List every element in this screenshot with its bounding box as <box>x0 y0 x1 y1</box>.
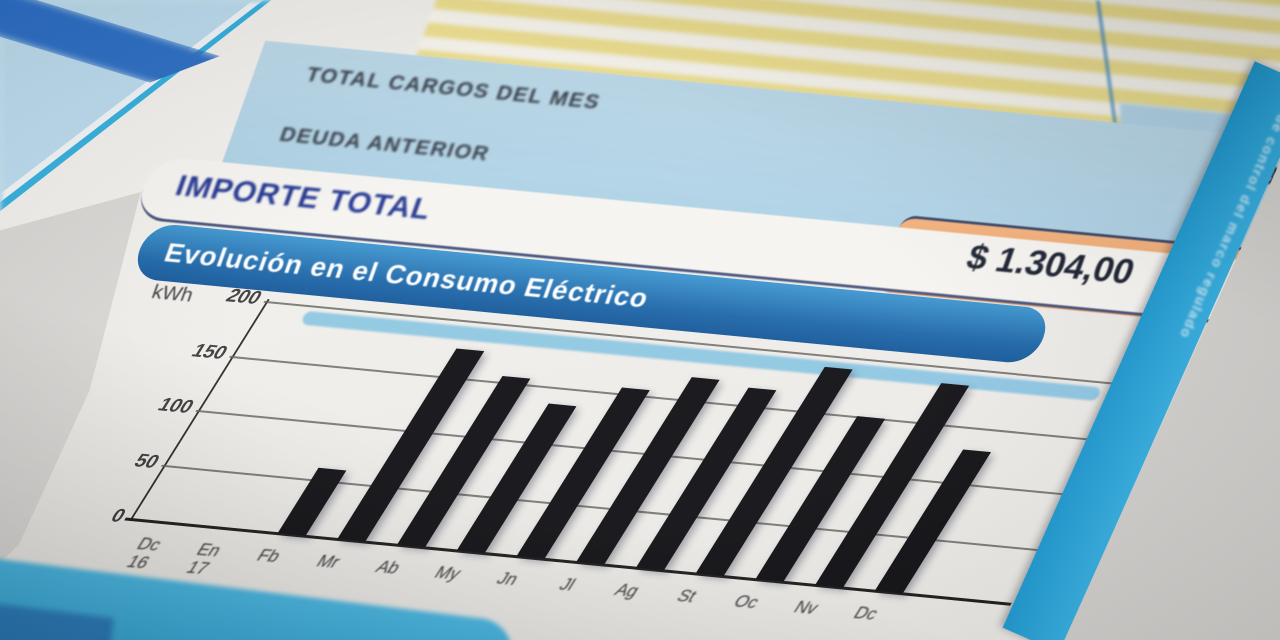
bar-Oc <box>755 415 886 582</box>
y-tick-50: 50 <box>130 450 164 473</box>
x-label-Ab: Ab <box>372 557 405 578</box>
x-label-Dc-16: Dc 16 <box>122 534 166 573</box>
x-label-Jl: Jl <box>555 575 580 595</box>
x-label-Jn: Jn <box>493 569 523 589</box>
y-tick-0: 0 <box>106 505 130 527</box>
y-tick-150: 150 <box>187 340 232 364</box>
x-label-My: My <box>430 563 465 584</box>
bar-Ab <box>397 375 531 548</box>
bar-Jn <box>516 387 650 559</box>
y-tick-200: 200 <box>221 285 266 309</box>
x-label-Ag: Ag <box>611 580 644 601</box>
y-tick-100: 100 <box>153 394 198 418</box>
x-label-Mr: Mr <box>312 551 344 572</box>
y-axis-unit-label: kWh <box>148 281 197 307</box>
x-label-Dc: Dc <box>849 603 882 624</box>
x-label-Fb: Fb <box>253 545 285 566</box>
x-label-Oc: Oc <box>730 591 763 612</box>
x-label-Nv: Nv <box>790 597 823 618</box>
x-label-En-17: En 17 <box>182 540 225 579</box>
x-label-St: St <box>673 586 701 606</box>
